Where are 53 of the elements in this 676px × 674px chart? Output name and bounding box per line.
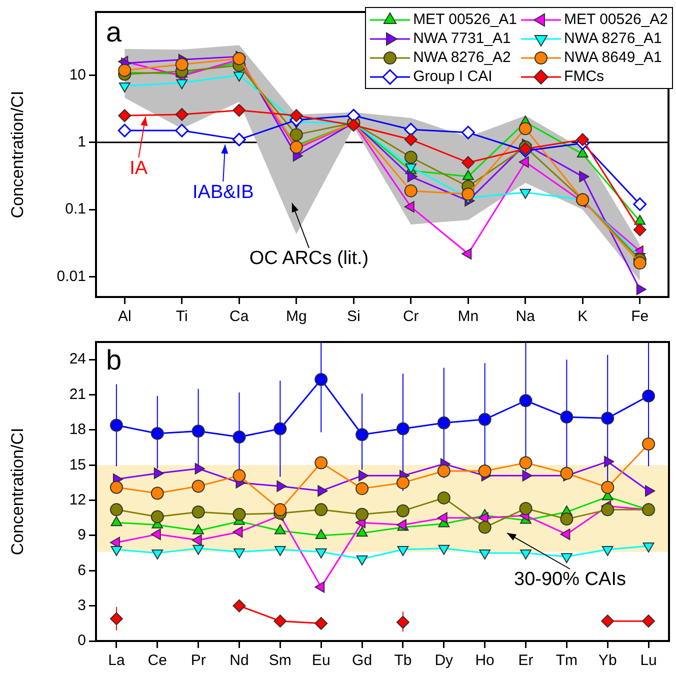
annotation: OC ARCs (lit.) <box>249 248 369 270</box>
y-tick-label: 6 <box>78 562 86 579</box>
x-tick-label: Mg <box>286 308 307 326</box>
y-axis-title: Concentration/CI <box>8 428 27 556</box>
x-tick-label: Al <box>118 308 132 326</box>
x-tick-label: K <box>578 308 588 326</box>
x-tick-label: Sm <box>268 652 292 670</box>
y-tick-label: 3 <box>78 596 86 614</box>
x-tick-label: Pr <box>190 652 206 670</box>
x-tick-label: Ho <box>475 652 494 670</box>
annotation: a <box>106 16 122 48</box>
legend-label: Group I CAI <box>413 67 492 86</box>
band-label: 30-90% CAIs <box>514 569 626 590</box>
y-tick-label: 0.1 <box>65 200 86 218</box>
y-tick-label: 12 <box>69 491 86 508</box>
x-tick-label: Dy <box>434 652 454 670</box>
x-tick-label: Cr <box>402 308 419 326</box>
y-tick-label: 10 <box>69 66 86 84</box>
x-tick-label: Na <box>516 308 536 326</box>
x-tick-label: Eu <box>312 652 330 670</box>
x-tick-label: Gd <box>352 652 372 670</box>
legend-label: NWA 8276_A2 <box>413 48 511 67</box>
x-tick-label: La <box>108 652 126 670</box>
y-tick-label: 1 <box>78 133 86 150</box>
legend-label: NWA 8649_A1 <box>564 48 662 67</box>
y-tick-label: 0 <box>78 632 86 650</box>
legend-label: MET 00526_A2 <box>564 10 668 29</box>
legend-label: NWA 8276_A1 <box>564 29 662 48</box>
x-tick-label: Tm <box>556 652 578 670</box>
annotation: IAB&IB <box>192 182 254 203</box>
y-axis-title: Concentration/CI <box>8 90 27 218</box>
annotation: IA <box>130 158 148 179</box>
annotation: b <box>106 344 122 376</box>
y-tick-label: 0.01 <box>56 268 86 285</box>
y-tick-label: 18 <box>69 421 86 438</box>
x-tick-label: Ti <box>176 308 188 326</box>
x-tick-label: Yb <box>598 652 617 670</box>
x-tick-label: Lu <box>640 652 657 670</box>
x-tick-label: Fe <box>631 308 649 326</box>
legend-label: NWA 7731_A1 <box>413 29 511 48</box>
x-tick-label: Er <box>518 652 534 670</box>
y-tick-label: 15 <box>69 456 86 474</box>
y-tick-label: 21 <box>69 386 86 403</box>
x-tick-label: Nd <box>230 652 249 670</box>
x-tick-label: Ca <box>230 308 250 326</box>
x-tick-label: Tb <box>394 652 412 670</box>
legend-label: FMCs <box>564 67 604 86</box>
y-tick-label: 9 <box>78 526 86 544</box>
y-tick-label: 24 <box>69 350 86 368</box>
x-tick-label: Si <box>346 308 360 326</box>
x-tick-label: Mn <box>458 308 479 326</box>
legend-label: MET 00526_A1 <box>413 10 518 29</box>
x-tick-label: Ce <box>148 652 167 670</box>
